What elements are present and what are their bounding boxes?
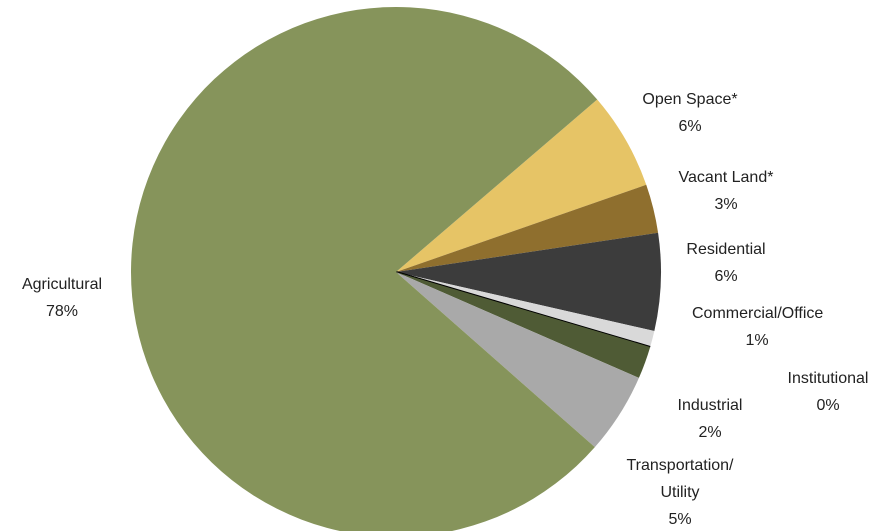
- slice-label: Institutional 0%: [763, 365, 883, 419]
- value-label: 0%: [816, 397, 840, 414]
- pie-slice: [395, 271, 651, 348]
- category-name: Industrial: [677, 397, 743, 414]
- value-label: 5%: [668, 511, 692, 528]
- pie-slice: [396, 99, 647, 272]
- slice-label: Agricultural 78%: [0, 271, 127, 325]
- category-name: Residential: [686, 241, 766, 258]
- value-label: 3%: [714, 196, 738, 213]
- slice-label: Industrial 2%: [645, 392, 775, 446]
- pie-slice: [396, 272, 651, 378]
- pie-slice: [396, 184, 659, 272]
- pie-slice: [131, 7, 598, 531]
- slice-label: Open Space* 6%: [625, 86, 755, 140]
- pie-slice: [396, 232, 661, 332]
- value-label: 6%: [678, 118, 702, 135]
- slice-label: Residential 6%: [661, 236, 791, 290]
- category-name: Institutional: [787, 370, 869, 387]
- slice-label: Commercial/Office 1%: [692, 300, 824, 354]
- value-label: 2%: [698, 424, 722, 441]
- category-name: Agricultural: [21, 276, 103, 293]
- category-name: Transportation/ Utility: [626, 457, 734, 501]
- category-name: Vacant Land*: [678, 169, 774, 186]
- value-label: 1%: [745, 332, 769, 349]
- slice-label: Transportation/ Utility 5%: [615, 452, 745, 531]
- slice-label: Vacant Land* 3%: [661, 164, 791, 218]
- value-label: 6%: [714, 268, 738, 285]
- category-name: Open Space*: [642, 91, 738, 108]
- category-name: Commercial/Office: [692, 305, 824, 322]
- pie-slice: [396, 272, 639, 448]
- value-label: 78%: [45, 303, 79, 320]
